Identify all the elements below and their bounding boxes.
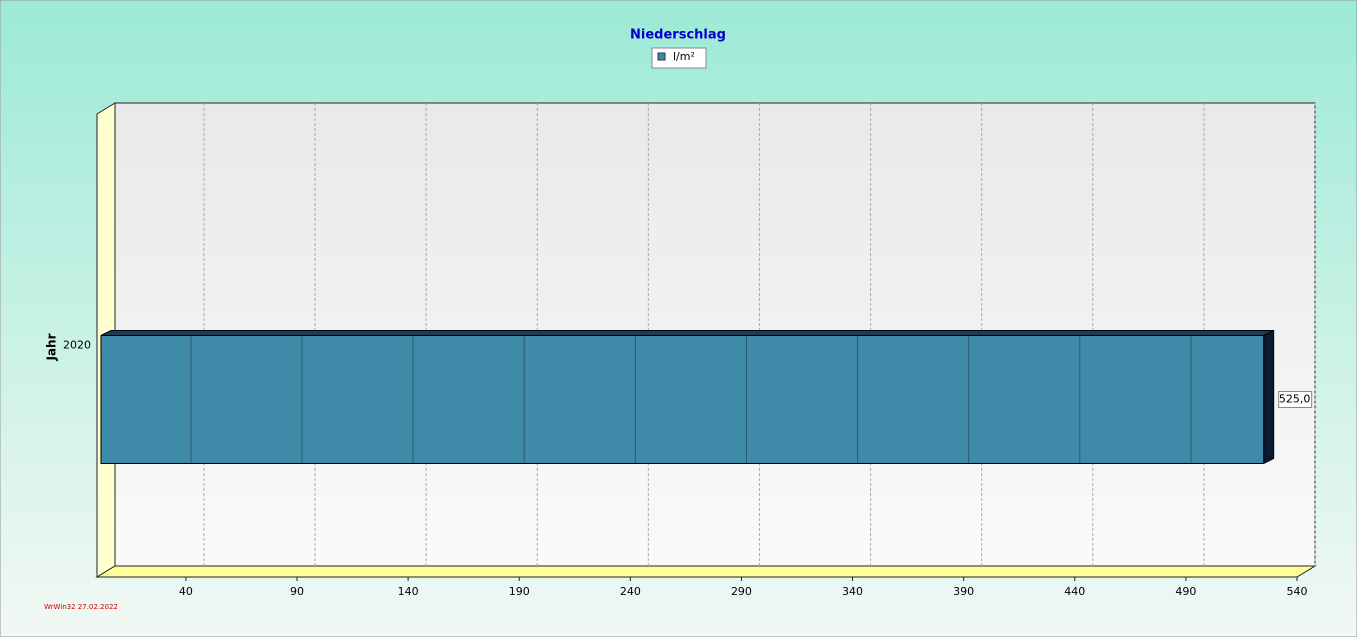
value-label-box (1278, 391, 1313, 408)
floor (95, 565, 1317, 578)
x-tick-label: 390 (953, 585, 974, 598)
y-axis-label: Jahr (45, 333, 59, 361)
bar-side (1263, 329, 1275, 465)
y-tick-label: 2020 (63, 339, 91, 352)
x-tick-label: 490 (1175, 585, 1196, 598)
x-tick-label: 290 (731, 585, 752, 598)
x-tick-label: 190 (509, 585, 530, 598)
chart-title: Niederschlag (630, 28, 726, 43)
x-tick-label: 40 (179, 585, 193, 598)
x-tick-label: 90 (290, 585, 304, 598)
bar (100, 335, 1265, 464)
bar-top (100, 330, 1274, 336)
footer: WrWin32 27.02.2022 (44, 603, 118, 611)
x-tick-label: 240 (620, 585, 641, 598)
legend-swatch (657, 52, 666, 61)
x-tick-label: 340 (842, 585, 863, 598)
x-tick-label: 540 (1287, 585, 1308, 598)
legend-label: l/m² (673, 50, 695, 63)
x-tick-label: 440 (1064, 585, 1085, 598)
x-tick-label: 140 (398, 585, 419, 598)
legend: l/m² (651, 47, 707, 69)
value-label: 525,0 (1279, 393, 1311, 406)
